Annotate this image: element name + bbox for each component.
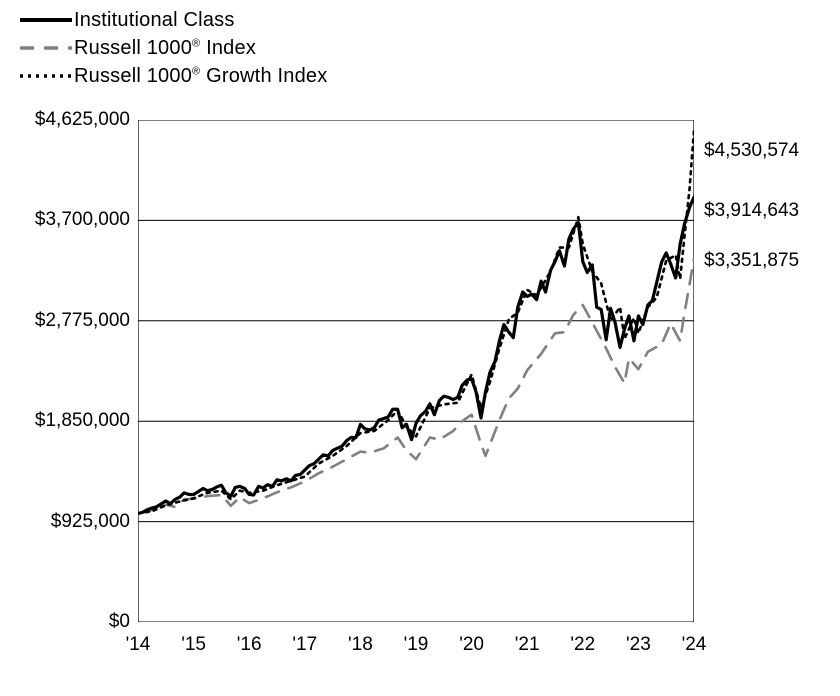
legend-swatch-r1000g [18,62,74,90]
legend: Institutional Class Russell 1000® Index … [18,6,327,90]
x-tick-label: '15 [174,634,214,656]
legend-label-r1000-text: Russell 1000® Index [74,37,256,59]
legend-label-r1000g-text: Russell 1000® Growth Index [74,65,327,87]
x-tick-label: '19 [396,634,436,656]
y-tick-label: $4,625,000 [20,109,130,131]
legend-label-r1000g: Russell 1000® Growth Index [74,65,327,88]
chart-plot [138,120,694,622]
legend-item-institutional: Institutional Class [18,6,327,34]
y-tick-label: $925,000 [20,511,130,533]
x-tick-label: '14 [118,634,158,656]
legend-label-r1000: Russell 1000® Index [74,37,256,60]
y-tick-label: $0 [20,611,130,633]
legend-swatch-r1000 [18,34,74,62]
x-tick-label: '22 [563,634,603,656]
series-end-label: $3,351,875 [704,250,799,272]
y-tick-label: $2,775,000 [20,310,130,332]
legend-label-institutional: Institutional Class [74,9,235,32]
x-tick-label: '16 [229,634,269,656]
legend-item-r1000: Russell 1000® Index [18,34,327,62]
y-tick-label: $1,850,000 [20,410,130,432]
x-tick-label: '20 [452,634,492,656]
series-end-label: $4,530,574 [704,140,799,162]
y-tick-label: $3,700,000 [20,209,130,231]
series-end-label: $3,914,643 [704,200,799,222]
x-tick-label: '23 [618,634,658,656]
x-tick-label: '24 [674,634,714,656]
legend-swatch-institutional [18,6,74,34]
x-tick-label: '18 [340,634,380,656]
legend-item-r1000g: Russell 1000® Growth Index [18,62,327,90]
x-tick-label: '17 [285,634,325,656]
x-tick-label: '21 [507,634,547,656]
